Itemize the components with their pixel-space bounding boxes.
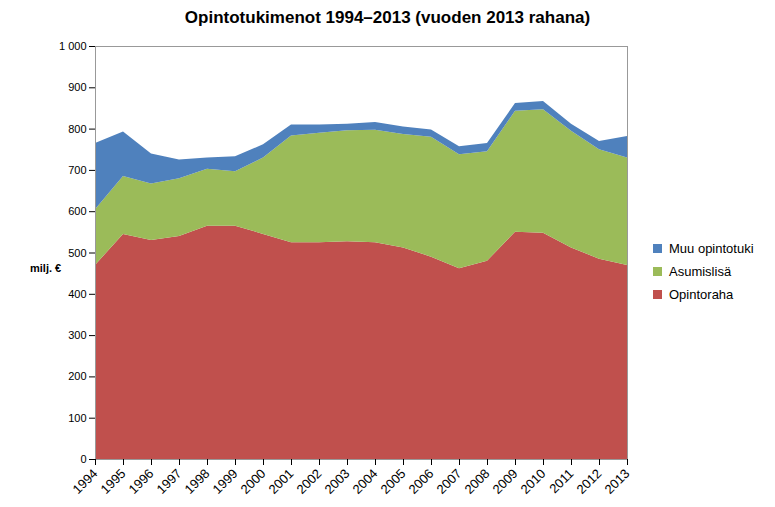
html-text:Muu opintotuki: Muu opintotuki	[669, 241, 754, 256]
svg-text:600: 600	[68, 205, 86, 217]
html-text:Asumislisä: Asumislisä	[669, 264, 732, 279]
svg-text:1999: 1999	[210, 466, 241, 497]
html-text:milj. €: milj. €	[30, 262, 62, 274]
svg-text:1997: 1997	[154, 466, 185, 497]
svg-text:1994: 1994	[70, 466, 101, 497]
svg-text:200: 200	[68, 370, 86, 382]
svg-text:800: 800	[68, 123, 86, 135]
svg-text:400: 400	[68, 288, 86, 300]
svg-text:2013: 2013	[602, 466, 633, 497]
svg-text:1998: 1998	[182, 466, 213, 497]
svg-text:2011: 2011	[546, 466, 576, 496]
svg-text:2001: 2001	[266, 466, 297, 497]
svg-text:1996: 1996	[126, 466, 157, 497]
svg-text:2005: 2005	[378, 466, 409, 497]
svg-text:2003: 2003	[322, 466, 353, 497]
html-text:Opintoraha: Opintoraha	[669, 287, 734, 302]
svg-text:1995: 1995	[98, 466, 129, 497]
svg-text:2000: 2000	[238, 466, 269, 497]
svg-text:500: 500	[68, 247, 86, 259]
html-text:Opintotukimenot 1994–2013 (vuo: Opintotukimenot 1994–2013 (vuoden 2013 r…	[184, 8, 591, 27]
svg-text:2010: 2010	[518, 466, 549, 497]
svg-text:300: 300	[68, 329, 86, 341]
svg-text:2002: 2002	[294, 466, 325, 497]
svg-text:2004: 2004	[350, 466, 381, 497]
svg-text:2007: 2007	[434, 466, 465, 497]
svg-text:1 000: 1 000	[59, 40, 87, 52]
svg-text:2009: 2009	[490, 466, 521, 497]
svg-text:100: 100	[68, 412, 86, 424]
svg-text:2012: 2012	[574, 466, 605, 497]
svg-text:2008: 2008	[462, 466, 493, 497]
svg-text:900: 900	[68, 81, 86, 93]
svg-text:0: 0	[80, 453, 86, 465]
svg-text:2006: 2006	[406, 466, 437, 497]
svg-text:700: 700	[68, 164, 86, 176]
